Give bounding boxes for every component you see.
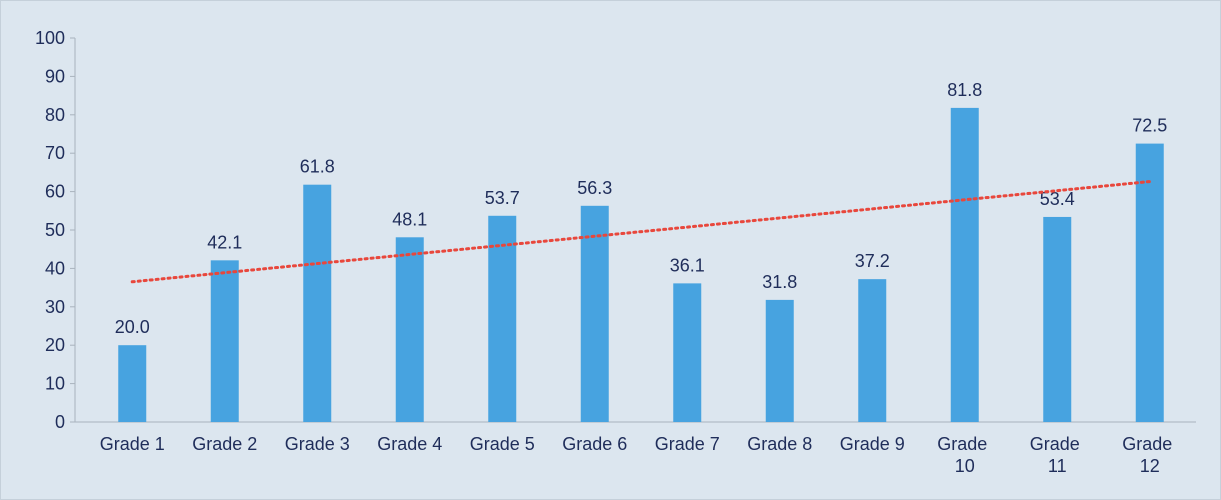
y-tick-label: 50 — [45, 220, 65, 240]
bar — [303, 184, 332, 422]
bar — [858, 279, 887, 422]
x-tick-label: Grade 8 — [747, 434, 812, 454]
data-label: 56.3 — [577, 178, 612, 198]
bar — [580, 205, 609, 422]
data-label: 53.4 — [1040, 189, 1075, 209]
x-tick-label: Grade 7 — [655, 434, 720, 454]
bar — [1135, 143, 1164, 422]
y-tick-label: 100 — [35, 28, 65, 48]
data-label: 53.7 — [485, 188, 520, 208]
x-tick-label: Grade 12 — [1122, 434, 1177, 476]
y-tick-label: 90 — [45, 66, 65, 86]
x-tick-label: Grade 2 — [192, 434, 257, 454]
x-tick-label: Grade 9 — [840, 434, 905, 454]
data-label: 37.2 — [855, 251, 890, 271]
y-tick-label: 20 — [45, 335, 65, 355]
data-label: 48.1 — [392, 209, 427, 229]
x-tick-label: Grade 1 — [100, 434, 165, 454]
x-tick-label: Grade 6 — [562, 434, 627, 454]
y-tick-label: 40 — [45, 258, 65, 278]
x-tick-label: Grade 3 — [285, 434, 350, 454]
y-tick-label: 10 — [45, 374, 65, 394]
x-tick-label: Grade 5 — [470, 434, 535, 454]
bar — [210, 260, 239, 422]
bar — [673, 283, 702, 422]
y-tick-label: 0 — [55, 412, 65, 432]
data-label: 42.1 — [207, 232, 242, 252]
bar — [118, 345, 147, 422]
data-label: 61.8 — [300, 157, 335, 177]
bar — [950, 107, 979, 422]
data-label: 20.0 — [115, 317, 150, 337]
x-tick-label: Grade 11 — [1030, 434, 1085, 476]
data-label: 72.5 — [1132, 116, 1167, 136]
data-label: 81.8 — [947, 80, 982, 100]
x-tick-label: Grade 10 — [937, 434, 992, 476]
data-label: 31.8 — [762, 272, 797, 292]
bar — [1043, 216, 1072, 422]
bar — [395, 237, 424, 422]
trendline — [130, 180, 1152, 284]
bar — [765, 299, 794, 422]
y-tick-label: 60 — [45, 182, 65, 202]
y-tick-label: 70 — [45, 143, 65, 163]
data-label: 36.1 — [670, 255, 705, 275]
x-tick-label: Grade 4 — [377, 434, 442, 454]
bar — [488, 215, 517, 422]
y-tick-label: 30 — [45, 297, 65, 317]
y-tick-label: 80 — [45, 105, 65, 125]
